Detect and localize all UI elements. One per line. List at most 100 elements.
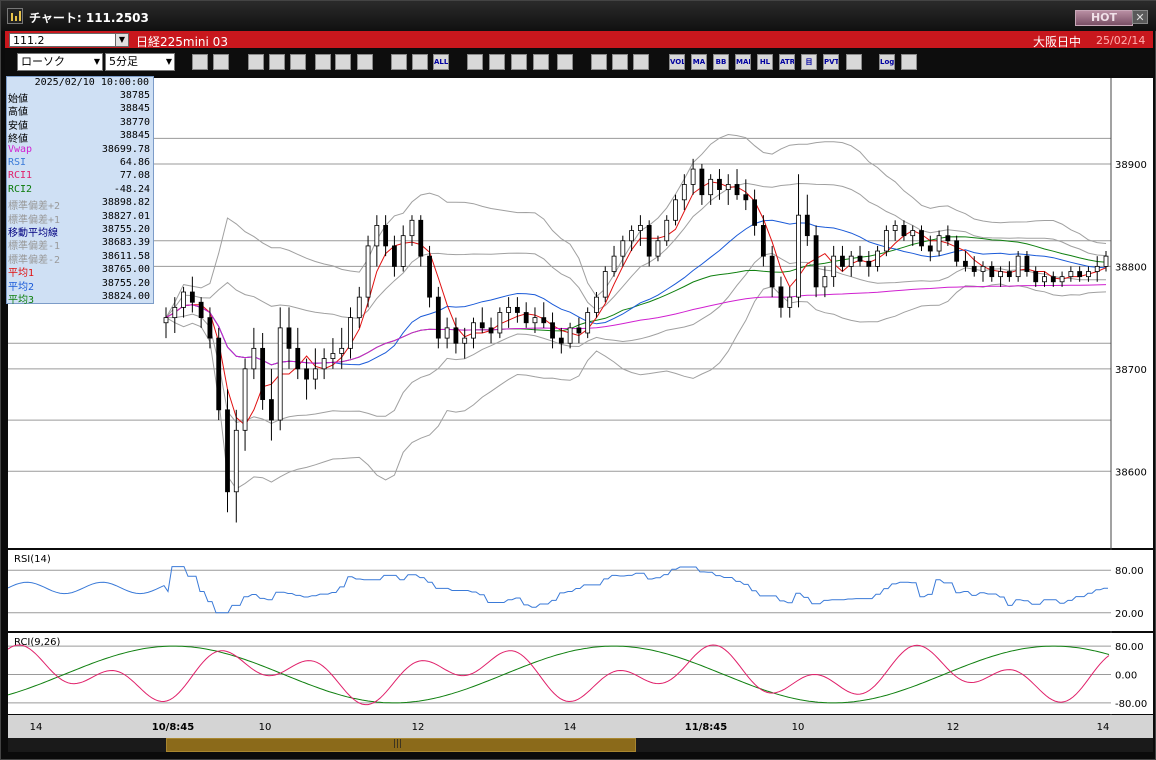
grid-icon[interactable] <box>591 54 607 70</box>
color-icon[interactable] <box>633 54 649 70</box>
bar-icon[interactable] <box>511 54 527 70</box>
chart-canvas[interactable]: 38900 38800 38700 38600 RSI(14) 80.00 20.00 RCI… <box>7 78 1153 760</box>
all-icon[interactable]: ALL <box>433 54 449 70</box>
candle-body <box>848 255 854 267</box>
candle-body <box>321 358 327 370</box>
candle-body <box>822 276 828 288</box>
candle-icon[interactable] <box>391 54 407 70</box>
frame-icon[interactable] <box>846 54 862 70</box>
scale-icon[interactable] <box>557 54 573 70</box>
info-label: 標準偏差-1 <box>8 241 61 253</box>
bb-icon[interactable]: BB <box>713 54 729 70</box>
bollinger-lower1 <box>166 252 1106 425</box>
info-value: 38785 <box>119 90 150 101</box>
candle-body <box>550 322 555 339</box>
x-axis-label: 11/8:45 <box>685 722 727 733</box>
candle-body <box>743 194 749 201</box>
trendline-icon[interactable] <box>248 54 264 70</box>
hl-icon[interactable]: HL <box>757 54 773 70</box>
hot-button[interactable]: HOT <box>1075 10 1133 26</box>
info-label: 標準偏差+1 <box>8 214 61 226</box>
candle-body <box>1086 271 1091 278</box>
title-bar[interactable]: チャート: 111.2503 HOT ✕ <box>1 1 1156 31</box>
trash-icon[interactable] <box>357 54 373 70</box>
target-icon[interactable] <box>467 54 483 70</box>
chart-area[interactable]: 38900 38800 38700 38600 RSI(14) 80.00 20.00 RCI… <box>7 78 1153 760</box>
pointer-icon[interactable] <box>290 54 306 70</box>
ma-icon[interactable]: MA <box>691 54 707 70</box>
search-chart-icon[interactable] <box>489 54 505 70</box>
mae-icon[interactable]: MAE <box>735 54 751 70</box>
candle-body <box>189 291 195 303</box>
candle-body <box>558 337 564 344</box>
code-input[interactable]: 111.2 <box>9 33 129 47</box>
candle-body <box>356 296 362 319</box>
candle-body <box>734 184 740 196</box>
info-label: 平均1 <box>8 268 35 280</box>
info-label: 始値 <box>8 94 28 105</box>
info-label: 標準偏差+2 <box>8 201 61 213</box>
vol-icon[interactable]: VOL <box>669 54 685 70</box>
atr-icon[interactable]: ATR <box>779 54 795 70</box>
x-axis-label: 10/8:45 <box>152 722 194 733</box>
candle-body <box>963 260 968 267</box>
draw-icon[interactable] <box>269 54 285 70</box>
chart-type-value: ローソク <box>21 55 65 68</box>
info-label: RCI1 <box>8 170 33 182</box>
info-label: Vwap <box>8 143 33 155</box>
candle-body <box>506 306 512 313</box>
info-value: 64.86 <box>119 157 150 168</box>
candle-body <box>954 240 960 262</box>
x-axis-label: 14 <box>30 722 43 733</box>
candle-body <box>936 235 942 252</box>
log-icon[interactable]: Log <box>879 54 895 70</box>
candle-body <box>181 291 186 308</box>
candle-body <box>681 184 687 201</box>
candle-body <box>857 255 863 262</box>
candle-body <box>813 235 819 288</box>
candle-body <box>339 347 345 354</box>
info-row: 標準偏差+1 38827.01 <box>8 211 152 226</box>
candle-body <box>883 230 889 252</box>
instrument-name: 日経225mini 03 <box>136 35 228 49</box>
candle-body <box>989 265 995 278</box>
zoom-icon[interactable] <box>192 54 208 70</box>
candle-body <box>383 225 389 247</box>
info-value: 77.08 <box>119 170 150 182</box>
note-icon[interactable] <box>335 54 351 70</box>
candle-body <box>515 306 520 313</box>
crosshair-icon[interactable] <box>213 54 229 70</box>
chevron-down-icon[interactable]: ▼ <box>115 33 129 47</box>
info-value: 38845 <box>119 130 150 142</box>
candle-body <box>585 312 591 334</box>
export-icon[interactable] <box>901 54 917 70</box>
candle-body <box>1077 271 1083 278</box>
chevron-down-icon: ▼ <box>93 57 100 66</box>
ichimoku-icon[interactable]: 目 <box>801 54 817 70</box>
x-axis-label: 10 <box>259 722 272 733</box>
candle-body <box>769 255 775 288</box>
candle2-icon[interactable] <box>412 54 428 70</box>
tools-icon[interactable] <box>612 54 628 70</box>
interval-select[interactable]: 5分足 ▼ <box>105 53 175 71</box>
main-panel-bg <box>8 78 1153 548</box>
close-button[interactable]: ✕ <box>1132 10 1148 24</box>
split-icon[interactable] <box>533 54 549 70</box>
flag-icon[interactable] <box>315 54 331 70</box>
rci2-line <box>7 645 1110 704</box>
candle-body <box>980 265 986 272</box>
candle-body <box>602 271 608 298</box>
candle-body <box>1050 276 1056 283</box>
candle-body <box>488 327 494 334</box>
candle-body <box>233 429 239 493</box>
candle-body <box>699 168 705 196</box>
y-axis-label: 38800 <box>1115 262 1147 273</box>
x-axis-bg <box>8 715 1153 738</box>
candle-body <box>523 312 529 324</box>
pvt-icon[interactable]: PVT <box>823 54 839 70</box>
candle-body <box>567 327 573 344</box>
candle-body <box>444 327 450 339</box>
scrollbar-thumb[interactable]: ||| <box>166 738 636 752</box>
chart-type-select[interactable]: ローソク ▼ <box>17 53 103 71</box>
info-datetime: 2025/02/10 10:00:00 <box>34 77 149 88</box>
